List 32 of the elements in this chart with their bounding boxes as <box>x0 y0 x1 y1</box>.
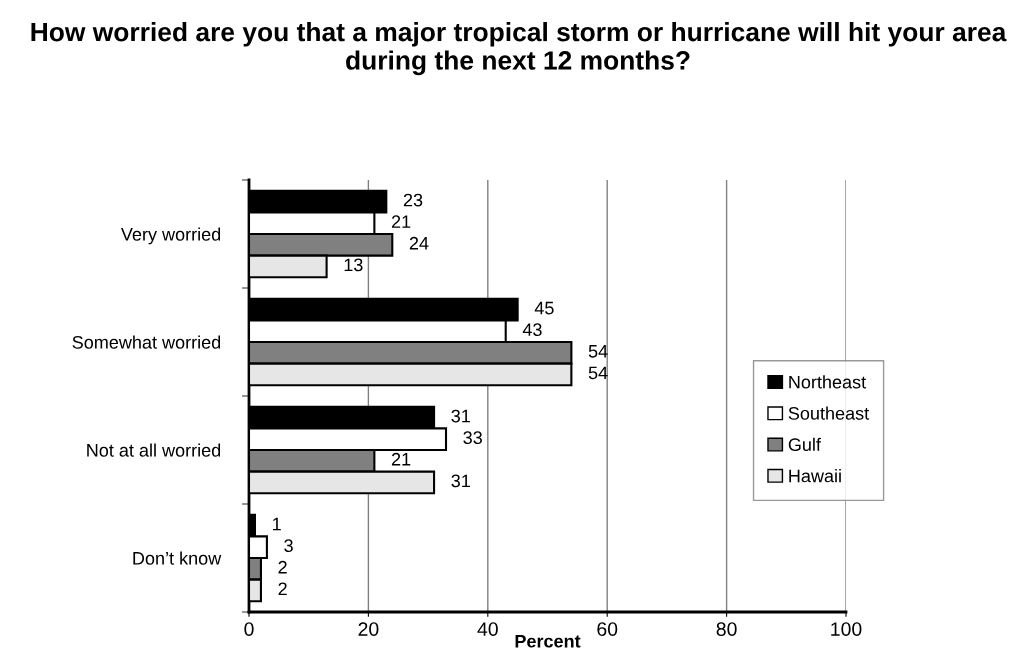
data-label: 33 <box>463 431 482 445</box>
x-tick-label: 80 <box>716 622 737 636</box>
legend-label: Hawaii <box>789 469 841 483</box>
data-label: 54 <box>588 366 608 380</box>
data-label: 1 <box>273 517 281 531</box>
x-tick-label: 40 <box>477 622 498 636</box>
legend-label: Northeast <box>789 375 866 389</box>
data-label: 2 <box>278 582 287 596</box>
x-tick-label: 20 <box>358 622 379 636</box>
data-label: 2 <box>278 560 287 574</box>
data-label: 31 <box>451 474 470 488</box>
data-label: 23 <box>403 193 423 207</box>
chart-title: How worried are you that a major tropical storm or hurricane will hit your area during the next 12 months? <box>31 22 1007 76</box>
y-tick-label: Somewhat worried <box>72 335 221 349</box>
data-label: 24 <box>409 236 429 250</box>
legend-label: Southeast <box>788 406 870 420</box>
data-label: 21 <box>391 215 411 228</box>
data-label: 54 <box>588 345 608 358</box>
data-label: 43 <box>522 323 542 337</box>
y-tick-label: Don’t know <box>133 551 222 565</box>
data-label: 31 <box>451 409 470 423</box>
data-label: 21 <box>391 452 411 466</box>
x-axis-title: Percent <box>515 634 581 648</box>
x-tick-label: 60 <box>597 622 618 636</box>
data-label: 13 <box>344 258 363 272</box>
y-tick-label: Not at all worried <box>87 443 221 457</box>
y-tick-label: Very worried <box>120 227 221 245</box>
legend-label: Gulf <box>788 437 821 452</box>
data-label: 3 <box>284 539 293 553</box>
x-tick-label: 0 <box>244 622 254 636</box>
data-label: 45 <box>534 301 554 315</box>
x-tick-label: 100 <box>831 622 862 636</box>
